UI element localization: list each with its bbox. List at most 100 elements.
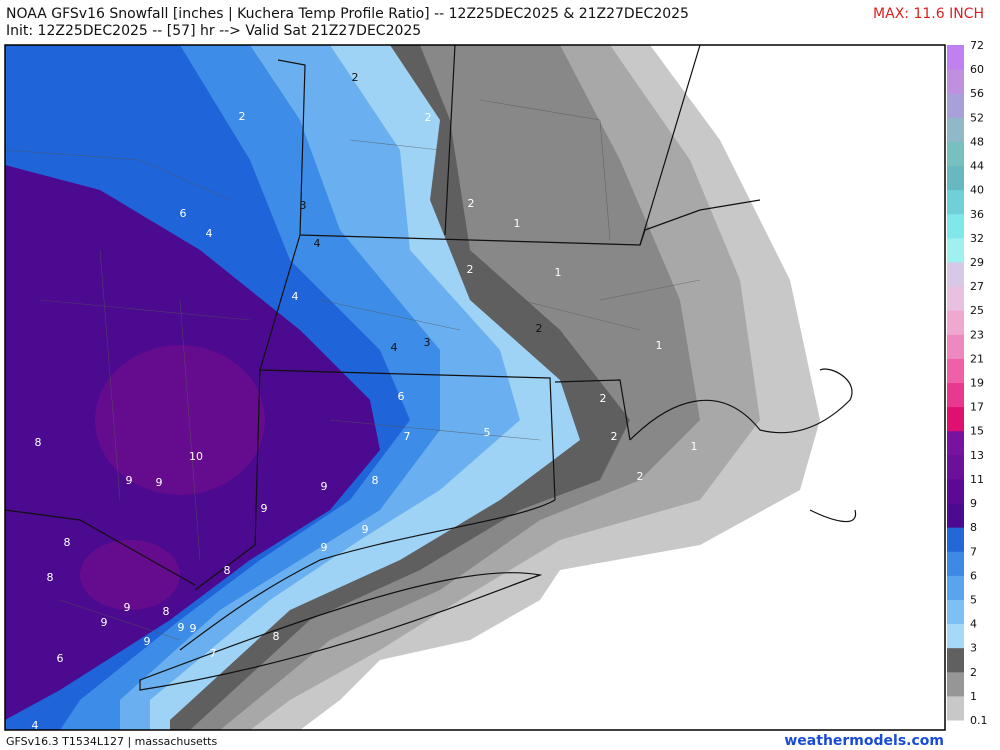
- colorbar-label: 72: [970, 39, 984, 52]
- colorbar-label: 9: [970, 497, 977, 510]
- contour-label: 2: [352, 71, 359, 84]
- contour-label: 1: [555, 266, 562, 279]
- contour-label: 10: [189, 450, 203, 463]
- colorbar-swatch: [947, 334, 964, 359]
- contour-label: 4: [32, 719, 39, 732]
- colorbar-label: 27: [970, 280, 984, 293]
- colorbar-label: 5: [970, 593, 977, 606]
- contour-label: 9: [321, 541, 328, 554]
- colorbar-swatch: [947, 93, 964, 118]
- colorbar-swatch: [947, 310, 964, 335]
- colorbar-label: 32: [970, 232, 984, 245]
- colorbar-swatch: [947, 551, 964, 576]
- colorbar-swatch: [947, 503, 964, 528]
- colorbar-label: 36: [970, 208, 984, 221]
- colorbar-swatch: [947, 575, 964, 600]
- colorbar-label: 60: [970, 63, 984, 76]
- contour-label: 2: [611, 430, 618, 443]
- contour-label: 8: [372, 474, 379, 487]
- contour-label: 2: [425, 111, 432, 124]
- colorbar-label: 48: [970, 135, 984, 148]
- contour-label: 9: [101, 616, 108, 629]
- contour-label: 2: [468, 197, 475, 210]
- colorbar-swatch: [947, 647, 964, 673]
- title: NOAA GFSv16 Snowfall [inches | Kuchera T…: [6, 6, 689, 22]
- colorbar-label: 23: [970, 328, 984, 341]
- colorbar-label: 6: [970, 569, 977, 582]
- colorbar-label: 2: [970, 666, 977, 679]
- colorbar-swatch: [947, 286, 964, 311]
- colorbar-label: 44: [970, 160, 984, 173]
- colorbar-swatch: [947, 382, 964, 408]
- contour-label: 1: [691, 440, 698, 453]
- colorbar-label: 19: [970, 377, 984, 390]
- contour-label: 2: [536, 322, 543, 335]
- contour-label: 6: [57, 652, 64, 665]
- contour-label: 8: [35, 436, 42, 449]
- colorbar-swatch: [947, 695, 964, 721]
- colorbar-label: 25: [970, 304, 984, 317]
- colorbar-swatch: [947, 213, 964, 239]
- colorbar: 0.11234567891113151719212325272932364044…: [947, 39, 988, 727]
- map: [5, 45, 945, 730]
- max-value: MAX: 11.6 INCH: [873, 6, 984, 22]
- contour-label: 5: [484, 426, 491, 439]
- contour-label: 4: [391, 341, 398, 354]
- colorbar-swatch: [947, 527, 964, 552]
- contour-label: 2: [467, 263, 474, 276]
- contour-label: 9: [321, 480, 328, 493]
- contour-label: 1: [514, 217, 521, 230]
- colorbar-swatch: [947, 623, 964, 649]
- contour-label: 3: [300, 199, 307, 212]
- contour-label: 9: [190, 622, 197, 635]
- colorbar-swatch: [947, 165, 964, 191]
- contour-label: 2: [600, 392, 607, 405]
- colorbar-label: 4: [970, 618, 977, 631]
- contour-label: 7: [404, 430, 411, 443]
- colorbar-swatch: [947, 117, 964, 142]
- contour-label: 4: [206, 227, 213, 240]
- contour-label: 9: [178, 621, 185, 634]
- contour-label: 4: [292, 290, 299, 303]
- colorbar-swatch: [947, 454, 964, 480]
- contour-label: 9: [156, 476, 163, 489]
- contour-label: 9: [126, 474, 133, 487]
- contour-label: 8: [224, 564, 231, 577]
- contour-label: 3: [424, 336, 431, 349]
- colorbar-swatch: [947, 671, 964, 697]
- contour-label: 1: [656, 339, 663, 352]
- colorbar-label: 29: [970, 256, 984, 269]
- colorbar-label: 17: [970, 401, 984, 414]
- colorbar-label: 0.1: [970, 714, 988, 727]
- colorbar-label: 3: [970, 642, 977, 655]
- contour-label: 9: [124, 601, 131, 614]
- colorbar-label: 21: [970, 352, 984, 365]
- colorbar-swatch: [947, 189, 964, 215]
- contour-label: 8: [273, 630, 280, 643]
- colorbar-swatch: [947, 69, 964, 94]
- contour-label: 2: [637, 470, 644, 483]
- subtitle: Init: 12Z25DEC2025 -- [57] hr --> Valid …: [6, 23, 421, 39]
- contour-label: 9: [362, 523, 369, 536]
- colorbar-label: 13: [970, 449, 984, 462]
- contour-label: 8: [64, 536, 71, 549]
- contour-label: 9: [144, 635, 151, 648]
- contour-label: 6: [180, 207, 187, 220]
- footer-left: GFSv16.3 T1534L127 | massachusetts: [6, 735, 217, 748]
- colorbar-swatch: [947, 599, 964, 625]
- colorbar-swatch: [947, 430, 964, 456]
- colorbar-swatch: [947, 478, 964, 504]
- colorbar-label: 11: [970, 473, 984, 486]
- colorbar-label: 40: [970, 184, 984, 197]
- colorbar-swatch: [947, 261, 964, 287]
- contour-label: 4: [314, 237, 321, 250]
- colorbar-label: 1: [970, 690, 977, 703]
- contour-label: 9: [261, 502, 268, 515]
- colorbar-swatch: [947, 141, 964, 167]
- contour-label: 2: [239, 110, 246, 123]
- colorbar-swatch: [947, 358, 964, 383]
- contour-label: 8: [163, 605, 170, 618]
- colorbar-label: 15: [970, 425, 984, 438]
- footer-right: weathermodels.com: [784, 733, 944, 749]
